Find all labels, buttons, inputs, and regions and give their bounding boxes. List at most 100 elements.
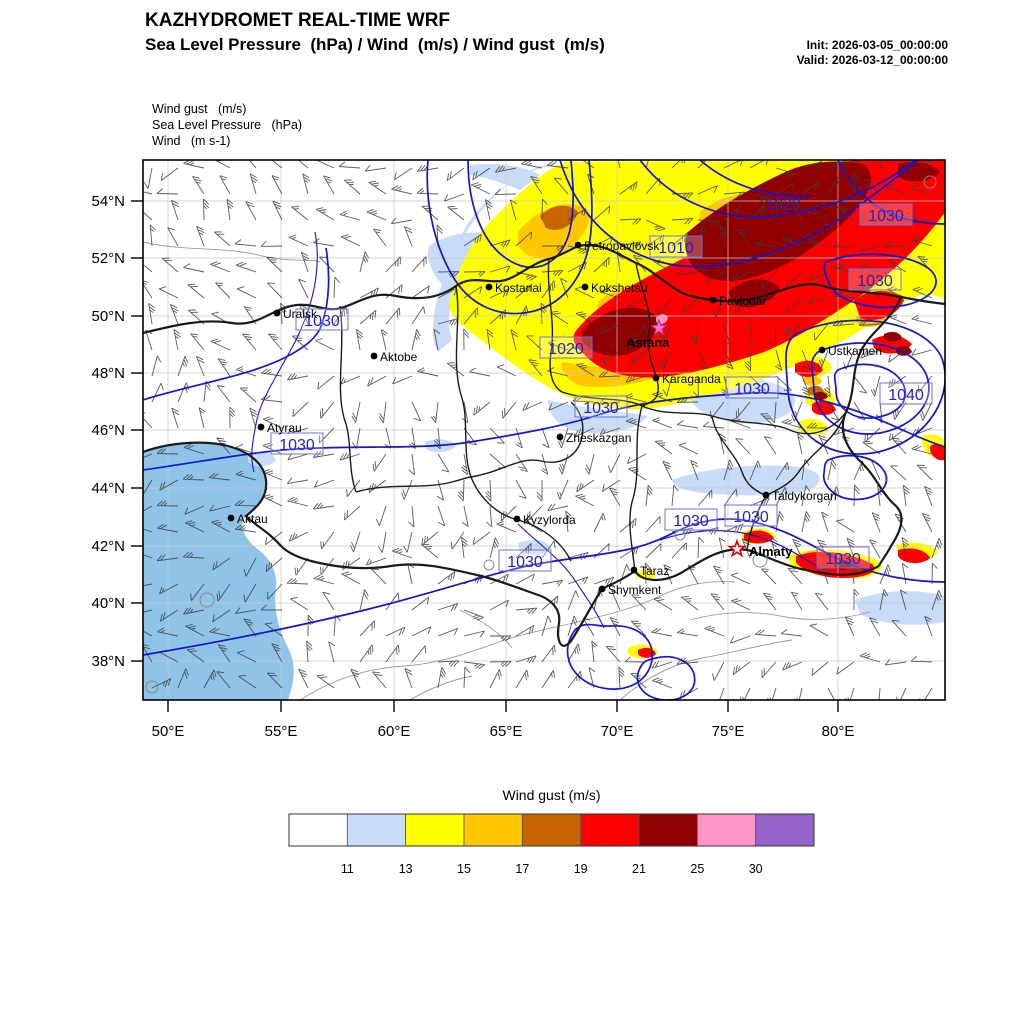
city-label: Kyzylorda [523,513,576,527]
city: Almaty [727,538,793,559]
city-label: Karaganda [662,372,721,386]
city-dot-icon [257,423,265,431]
colorbar-segment [696,813,757,847]
colorbar-segment [463,813,523,847]
city: Aktobe [370,350,418,364]
foreign-borders [143,241,871,700]
contour-label-box [816,546,870,569]
city-dot-icon [485,283,493,291]
legend-line: Sea Level Pressure (hPa) [152,118,303,132]
colorbar-segment [580,813,640,847]
contour-label: 1030 [724,504,778,527]
lat-tick-label: 40°N [91,595,125,612]
city: Zheskazgan [556,431,631,445]
contour-label-text: 1010 [658,240,694,257]
city-dot-icon [370,352,378,360]
city: Atyrau [257,421,302,435]
contour-label: 1020 [765,196,801,213]
city-label: Kostanai [495,281,542,295]
city: Aktau [227,512,268,526]
map-axes: 54°N 52°N 50°N 48°N 46°N 44°N 42°N 40°N 38°N 50°E… [91,193,854,740]
city-dot-icon [762,491,770,499]
contour-label-text: 1020 [765,196,801,213]
contour-label-text: 1030 [857,273,893,290]
contour-label: 1030 [859,203,913,226]
colorbar-segment [521,813,582,847]
city: Pavlodar [709,294,766,308]
city-dot-icon [273,309,281,317]
city-dot-icon [513,515,521,523]
city: Astana [626,318,670,350]
lat-tick-label: 54°N [91,193,125,210]
legend-line: Wind gust (m/s) [152,102,247,116]
city: Shymkent [598,583,662,597]
lat-tick-label: 46°N [91,422,125,439]
city-label: Atyrau [267,421,302,435]
lake-circles [145,175,937,694]
city: Karaganda [652,372,721,386]
colorbar-segment [288,813,348,847]
contour-label-box [539,336,593,359]
city-label: Shymkent [608,583,662,597]
contour-label-text: 1030 [507,554,543,571]
contour-label-text: 1030 [868,208,904,225]
contour-label-text: 1030 [673,513,709,530]
gust-colorbar: Wind gust (m/s) 11 13 15 17 19 21 25 30 [288,787,815,876]
lon-tick-label: 60°E [378,723,411,740]
city: Ustkamen [818,344,882,358]
contour-label-box [270,432,324,455]
colorbar-segment [755,813,815,847]
colorbar-segment [346,813,407,847]
capital-star-icon [649,318,669,336]
page-subtitle: Sea Level Pressure (hPa) / Wind (m/s) / … [145,35,605,54]
colorbar-tick-label: 15 [457,862,471,876]
page-title: KAZHYDROMET REAL-TIME WRF [145,10,451,31]
colorbar-tick-label: 11 [341,862,354,876]
contour-label-text: 1030 [733,509,769,526]
contour-label: 1040 [879,382,933,405]
city-dot-icon [818,346,826,354]
contour-label: 1020 [539,336,593,359]
lat-tick-label: 52°N [91,250,125,267]
lat-tick-label: 42°N [91,538,125,555]
city-label: Ustkamen [828,344,882,358]
colorbar-tick-label: 30 [749,862,763,876]
contour-label: 1030 [848,268,902,291]
init-time: Init: 2026-03-05_00:00:00 [806,38,948,52]
city: Kyzylorda [513,513,576,527]
city-dot-icon [598,585,606,593]
city: Taraz [630,564,669,578]
lon-tick-label: 50°E [152,723,185,740]
contour-label-box [664,508,718,531]
contour-label: 1030 [498,549,552,572]
wind-barb-field [143,160,943,700]
contour-label-box [649,235,703,258]
wind-barbs [143,160,943,700]
city-dot-icon [556,433,564,441]
city-star-icon [727,538,747,558]
contour-label-box [724,504,778,527]
city-dot-icon [581,283,589,291]
colorbar-tick-label: 21 [632,862,646,876]
city-label: Aktobe [380,350,418,364]
variable-legend: Wind gust (m/s) Sea Level Pressure (hPa) W… [152,101,302,149]
contour-label-text: 1030 [825,551,861,568]
contour-label: 1030 [270,432,324,455]
colorbar-title: Wind gust (m/s) [502,787,600,803]
contour-label-text: 1030 [304,313,340,330]
contour-label-box [848,268,902,291]
contour-label: 1030 [725,376,779,399]
contour-labels: 1010 1020 1030 1030 1030 1020 1030 1040 1030 1030… [270,196,933,572]
run-times: Init: 2026-03-05_00:00:00 Valid: 2026-03… [797,38,948,68]
country-borders [143,243,945,647]
city-label: Pavlodar [719,294,766,308]
lat-tick-label: 48°N [91,365,125,382]
lon-tick-label: 70°E [601,723,634,740]
colorbar-tick-label: 25 [690,862,704,876]
city: Petropavlovsk [574,239,660,253]
contour-label-text: 1030 [279,437,315,454]
colorbar-segment [638,813,698,847]
contour-label: 1030 [295,308,349,331]
city-label: Petropavlovsk [584,239,660,253]
